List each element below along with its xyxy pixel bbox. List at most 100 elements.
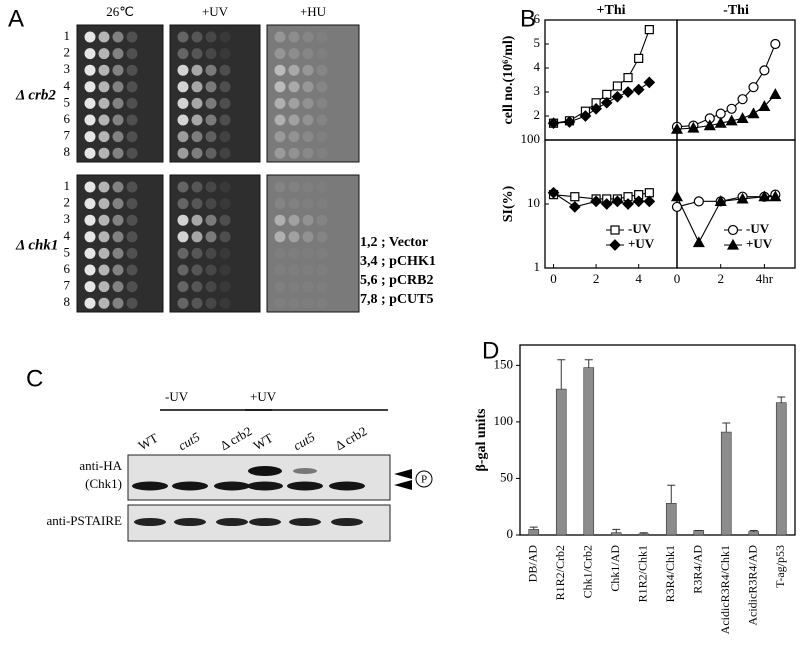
spot (316, 81, 328, 93)
error-bar (777, 396, 786, 403)
y-tick-label: 100 (521, 131, 541, 146)
spot (288, 114, 300, 126)
spot (219, 147, 231, 159)
band (331, 518, 363, 526)
spot (316, 31, 328, 43)
y-tick-label: 150 (494, 356, 514, 371)
marker (692, 236, 705, 248)
legend-label: +UV (746, 236, 773, 251)
spot (112, 64, 124, 76)
spot (84, 97, 96, 109)
row-label: 5 (64, 94, 71, 109)
spot (288, 198, 300, 210)
spot (177, 198, 189, 210)
marker (634, 53, 644, 64)
spot (274, 297, 286, 309)
spot (177, 97, 189, 109)
spot (302, 198, 314, 210)
spot (205, 181, 217, 193)
band (132, 481, 168, 491)
phospho-label: P (421, 474, 427, 486)
key-label: 1,2 ; Vector (360, 235, 428, 250)
marker (644, 25, 654, 35)
spot (219, 64, 231, 76)
spot (302, 64, 314, 76)
band (214, 481, 250, 491)
column-label: +UV (202, 4, 229, 19)
marker (632, 83, 645, 96)
spot (126, 97, 138, 109)
row-label: 6 (64, 111, 71, 126)
y-tick-label: 50 (500, 469, 513, 484)
spot (219, 31, 231, 43)
x-tick-label: Chk1/Crb2 (581, 545, 595, 598)
spot (177, 114, 189, 126)
row-label: 8 (64, 144, 71, 159)
spot (219, 247, 231, 259)
spot (274, 181, 286, 193)
spot (126, 247, 138, 259)
x-tick-label: 4 (635, 271, 642, 286)
spot (274, 97, 286, 109)
marker (611, 90, 624, 103)
y-axis-label: cell no.(10⁶/ml) (501, 35, 516, 124)
y-axis-label: SI(%) (501, 185, 516, 222)
row-label: 4 (64, 228, 71, 243)
marker (769, 88, 782, 100)
column-label: +HU (300, 4, 327, 19)
spot (191, 281, 203, 293)
spot (126, 231, 138, 243)
row-label: 3 (64, 61, 71, 76)
spot (274, 231, 286, 243)
row-label: 1 (64, 178, 71, 193)
marker (643, 195, 656, 208)
spot (205, 64, 217, 76)
spot (84, 147, 96, 159)
band (287, 481, 323, 491)
spot (316, 114, 328, 126)
marker (600, 96, 613, 109)
marker (632, 195, 645, 208)
y-tick-label: 6 (534, 11, 541, 26)
spot (274, 81, 286, 93)
arrow (394, 480, 412, 490)
error-bar (722, 422, 731, 433)
marker (590, 195, 602, 208)
marker (670, 122, 684, 134)
spot (177, 214, 189, 226)
marker (547, 117, 560, 130)
marker (610, 225, 620, 235)
spot (112, 31, 124, 43)
marker (726, 238, 740, 250)
spot (205, 198, 217, 210)
spot (302, 214, 314, 226)
spot (205, 81, 217, 93)
marker (737, 94, 748, 105)
x-tick-label: R1R2/Crb2 (553, 545, 567, 600)
spot (205, 97, 217, 109)
marker (643, 76, 656, 89)
x-tick-label: AcidicR3R4/Chk1 (718, 545, 732, 634)
bar (720, 431, 732, 536)
spot (112, 231, 124, 243)
marker (714, 116, 727, 128)
spot (288, 231, 300, 243)
plate (169, 174, 261, 313)
column-label: 26℃ (106, 4, 134, 19)
error-bar (667, 484, 676, 504)
y-tick-label: 0 (507, 526, 514, 541)
marker (736, 192, 749, 204)
spot (84, 81, 96, 93)
marker (600, 198, 613, 210)
spot (112, 247, 124, 259)
spot (302, 81, 314, 93)
marker (726, 103, 737, 114)
spot (191, 114, 203, 126)
band (249, 518, 281, 526)
spot (191, 297, 203, 309)
bar (583, 367, 595, 536)
spot (177, 231, 189, 243)
spot (126, 297, 138, 309)
spot (191, 264, 203, 276)
